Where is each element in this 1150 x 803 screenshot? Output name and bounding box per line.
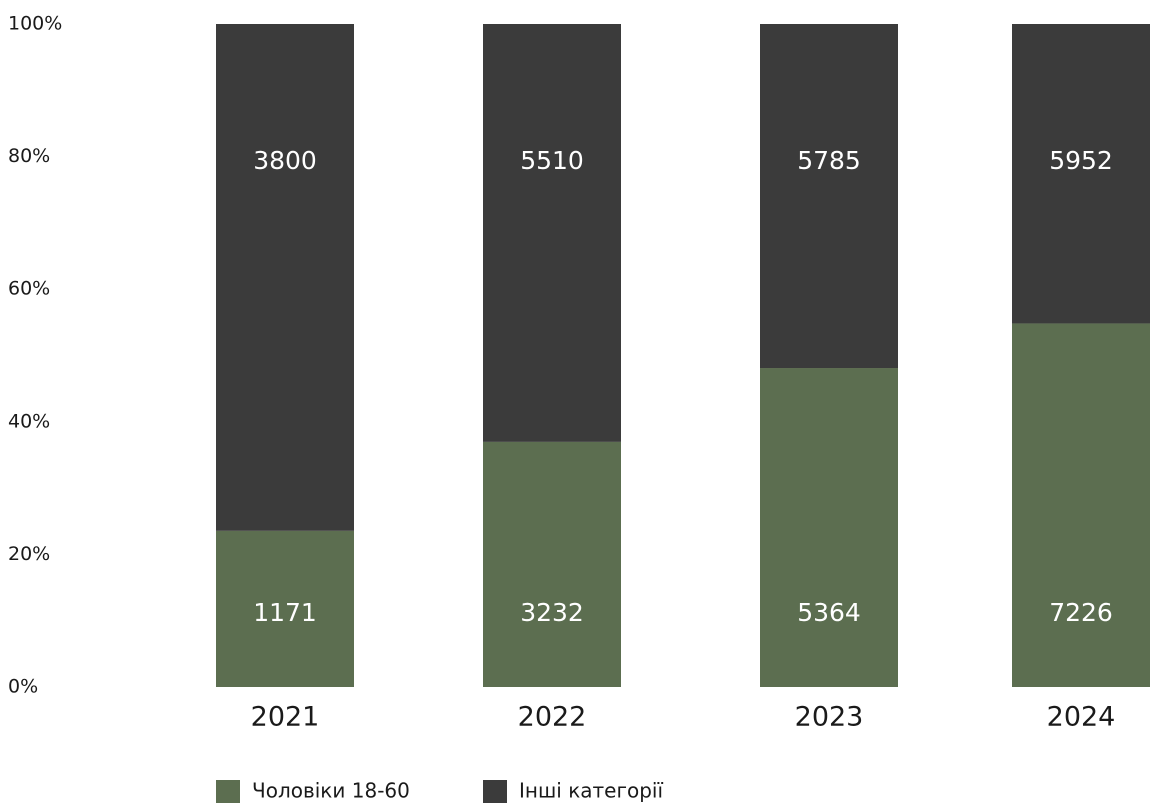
value-label: 5785 — [797, 146, 861, 175]
x-tick-label: 2024 — [1047, 702, 1116, 733]
value-label: 7226 — [1049, 598, 1113, 627]
value-label: 5952 — [1049, 146, 1113, 175]
y-tick-label: 100% — [8, 13, 62, 35]
legend-swatch — [216, 780, 240, 803]
y-tick-label: 0% — [8, 676, 38, 698]
legend-label: Чоловіки 18-60 — [252, 779, 410, 803]
legend-swatch — [483, 780, 507, 803]
bar-segment — [760, 24, 898, 369]
bar-segment — [483, 441, 621, 687]
bar-segment — [1012, 24, 1150, 324]
y-tick-label: 60% — [8, 278, 50, 300]
bar-segment — [216, 530, 354, 687]
value-label: 5510 — [520, 146, 584, 175]
x-tick-label: 2023 — [795, 702, 864, 733]
value-label: 5364 — [797, 598, 861, 627]
bar-segment — [1012, 323, 1150, 687]
x-tick-label: 2021 — [251, 702, 320, 733]
x-tick-label: 2022 — [518, 702, 587, 733]
y-tick-label: 20% — [8, 543, 50, 565]
legend-label: Інші категорії — [519, 779, 663, 803]
bar-segment — [216, 24, 354, 531]
value-label: 1171 — [253, 598, 317, 627]
bar-segment — [760, 368, 898, 687]
y-tick-label: 40% — [8, 410, 50, 432]
value-label: 3232 — [520, 598, 584, 627]
value-label: 3800 — [253, 146, 317, 175]
bar-segment — [483, 24, 621, 442]
y-tick-label: 80% — [8, 145, 50, 167]
